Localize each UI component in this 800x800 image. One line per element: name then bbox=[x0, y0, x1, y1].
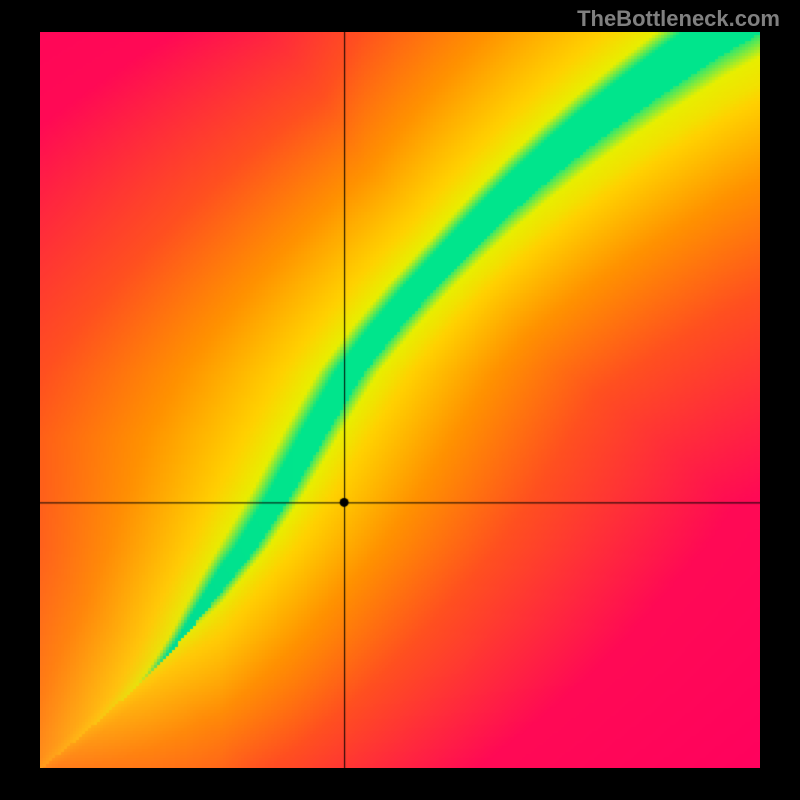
bottleneck-heatmap bbox=[40, 32, 760, 768]
watermark-text: TheBottleneck.com bbox=[577, 6, 780, 32]
chart-container: TheBottleneck.com bbox=[0, 0, 800, 800]
